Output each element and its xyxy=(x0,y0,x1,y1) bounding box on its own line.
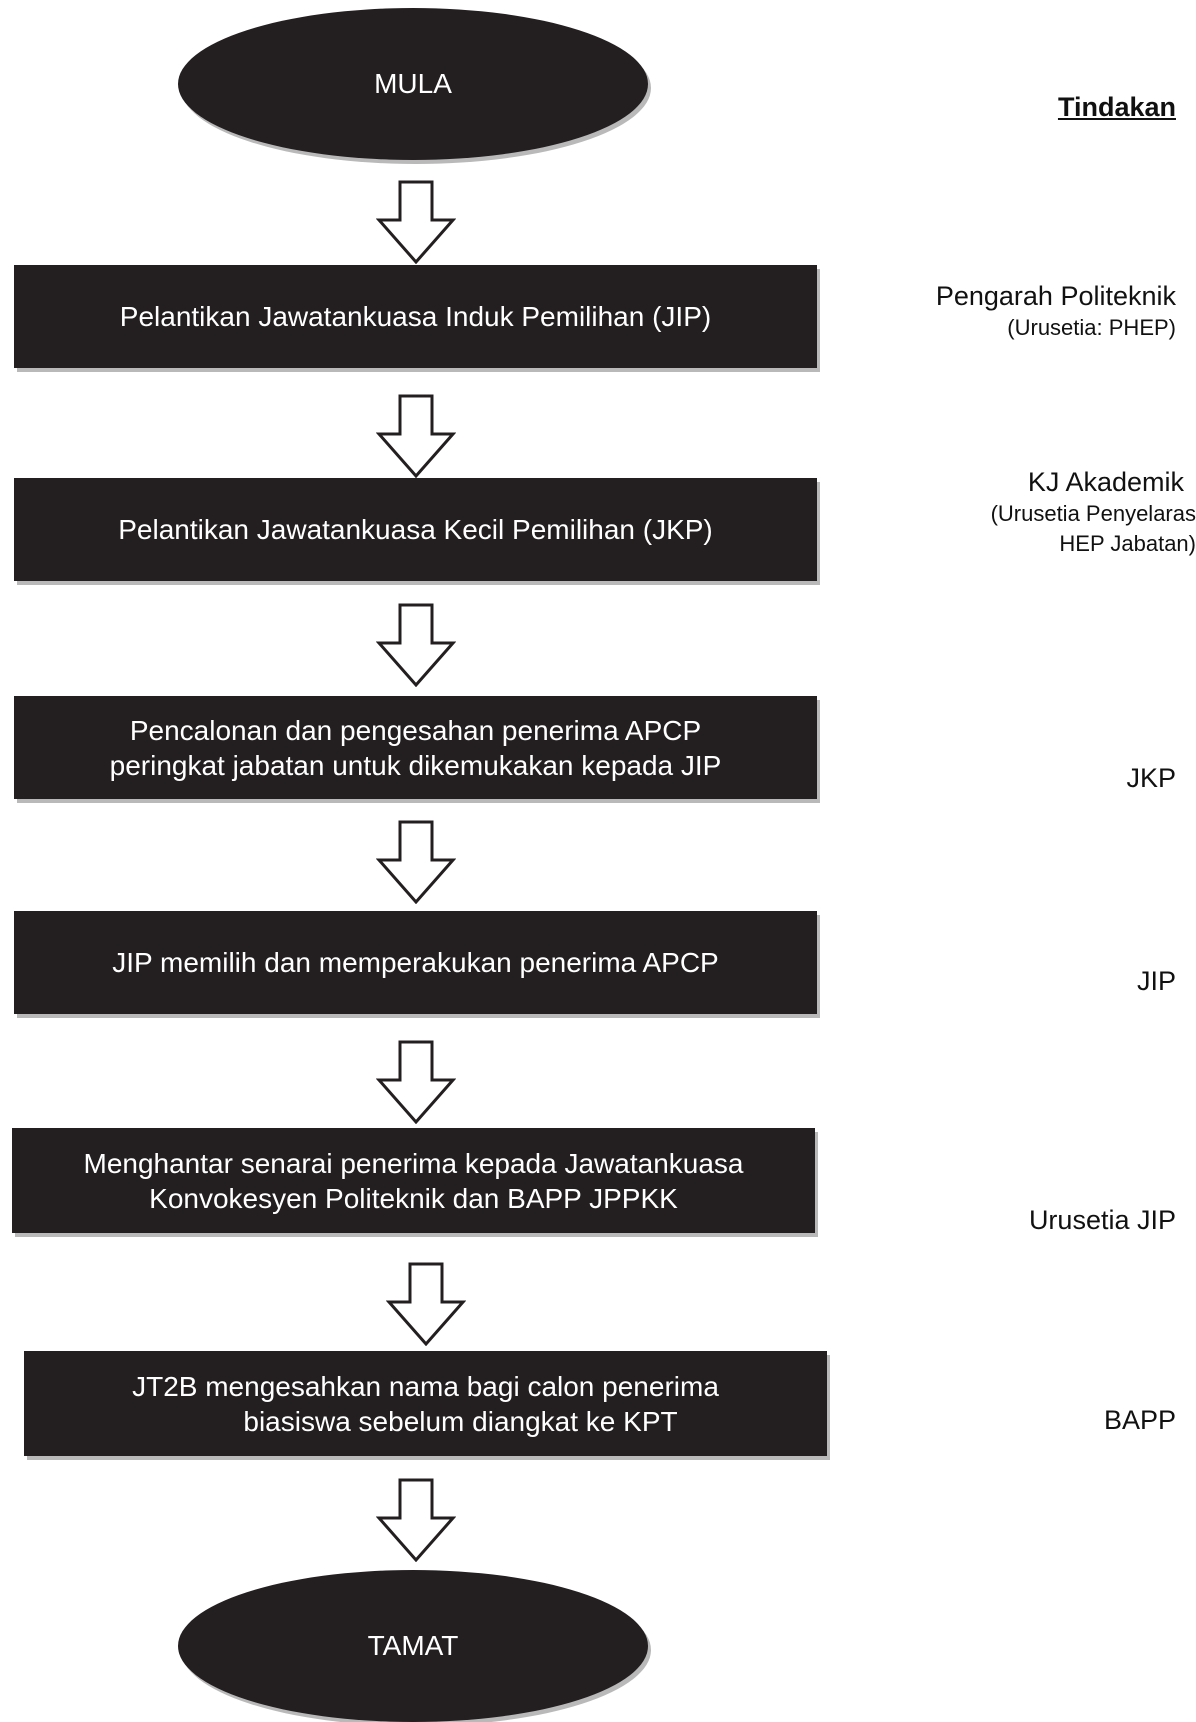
action-label: Pengarah Politeknik (Urusetia: PHEP) xyxy=(936,280,1176,343)
action-sub: HEP Jabatan) xyxy=(1059,531,1196,556)
process-step: JT2B mengesahkan nama bagi calon penerim… xyxy=(24,1351,827,1456)
down-arrow-icon xyxy=(376,1478,456,1562)
process-step: Pelantikan Jawatankuasa Kecil Pemilihan … xyxy=(14,478,817,581)
step-text: Pelantikan Jawatankuasa Induk Pemilihan … xyxy=(119,301,712,332)
step-text: Pencalonan dan pengesahan penerima APCP xyxy=(129,714,702,746)
down-arrow-icon xyxy=(386,1262,466,1346)
down-arrow-icon xyxy=(376,180,456,264)
action-label: JIP xyxy=(1137,965,1176,998)
action-main: BAPP xyxy=(1103,1405,1176,1435)
process-step: Pelantikan Jawatankuasa Induk Pemilihan … xyxy=(14,265,817,368)
action-main: KJ Akademik xyxy=(1027,467,1184,497)
action-main: Urusetia JIP xyxy=(1028,1205,1176,1235)
step-text: Pelantikan Jawatankuasa Kecil Pemilihan … xyxy=(118,514,713,545)
action-sub: (Urusetia Penyelaras xyxy=(990,501,1196,526)
down-arrow-icon xyxy=(376,820,456,904)
action-sub: (Urusetia: PHEP) xyxy=(1007,315,1176,340)
step-text: Menghantar senarai penerima kepada Jawat… xyxy=(83,1147,744,1179)
action-main: JIP xyxy=(1136,966,1176,996)
down-arrow-icon xyxy=(376,394,456,478)
actions-heading: Tindakan xyxy=(1057,92,1176,122)
process-step: Pencalonan dan pengesahan penerima APCP … xyxy=(14,696,817,799)
action-main: JKP xyxy=(1126,763,1176,793)
action-label: BAPP xyxy=(1104,1404,1176,1437)
end-terminal: TAMAT xyxy=(178,1570,648,1722)
process-step: Menghantar senarai penerima kepada Jawat… xyxy=(12,1128,815,1233)
action-label: JKP xyxy=(1126,762,1176,795)
end-label: TAMAT xyxy=(367,1630,459,1661)
action-main: Pengarah Politeknik xyxy=(935,281,1176,311)
action-label: KJ Akademik (Urusetia Penyelaras HEP Jab… xyxy=(991,466,1196,559)
step-text: JIP memilih dan memperakukan penerima AP… xyxy=(112,947,719,978)
process-step: JIP memilih dan memperakukan penerima AP… xyxy=(14,911,817,1014)
start-terminal: MULA xyxy=(178,8,648,160)
down-arrow-icon xyxy=(376,603,456,687)
step-text: peringkat jabatan untuk dikemukakan kepa… xyxy=(109,749,722,781)
step-text: Konvokesyen Politeknik dan BAPP JPPKK xyxy=(149,1182,678,1214)
down-arrow-icon xyxy=(376,1040,456,1124)
action-label: Urusetia JIP xyxy=(1029,1204,1176,1237)
start-label: MULA xyxy=(374,68,452,99)
step-text: biasiswa sebelum diangkat ke KPT xyxy=(243,1405,678,1437)
step-text: JT2B mengesahkan nama bagi calon penerim… xyxy=(132,1370,719,1402)
